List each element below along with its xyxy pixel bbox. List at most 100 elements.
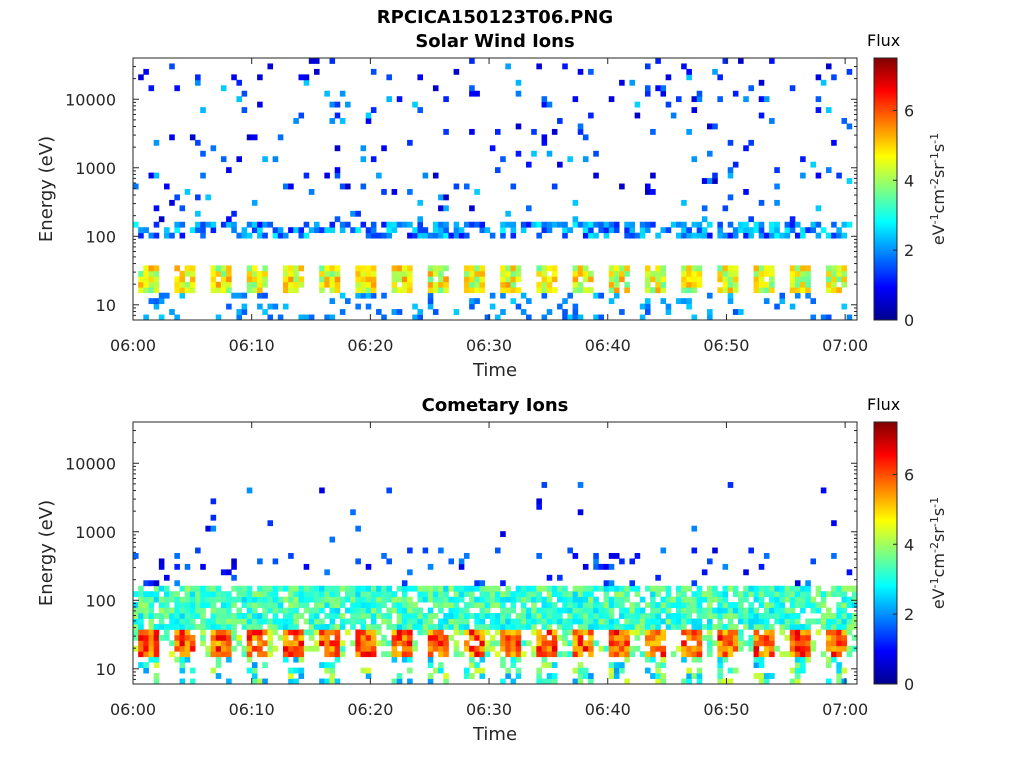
spectrogram-cell [510,656,517,663]
spectrogram-cell [624,585,630,592]
spectrogram-cell [257,678,263,685]
spectrogram-cell [608,281,615,288]
spectrogram-cell [748,634,754,641]
spectrogram-cell [267,591,274,598]
spectrogram-cell [257,276,263,283]
spectrogram-cell [443,96,449,103]
spectrogram-cell [158,607,165,614]
spectrogram-cell [577,585,584,592]
spectrogram-cell [841,634,848,641]
y-tick-label: 10 [96,296,116,315]
spectrogram-cell [474,281,480,288]
spectrogram-cell [205,194,211,201]
spectrogram-cell [432,281,439,288]
spectrogram-cell [329,629,336,636]
spectrogram-cell [748,139,754,146]
spectrogram-cell [588,640,594,647]
spectrogram-cell [324,667,330,674]
spectrogram-cell [474,189,480,195]
spectrogram-cell [582,276,589,283]
spectrogram-cell [650,607,656,614]
spectrogram-cell [407,656,413,663]
spectrogram-cell [696,232,703,239]
spectrogram-cell [650,585,656,592]
spectrogram-cell [288,591,294,598]
spectrogram-cell [789,591,796,598]
spectrogram-cell [293,667,299,674]
spectrogram-cell [531,221,537,228]
spectrogram-cell [360,629,367,636]
spectrogram-cell [210,498,217,505]
spectrogram-cell [474,585,480,592]
spectrogram-cell [427,303,434,310]
spectrogram-cell [562,314,568,321]
spectrogram-cell [753,673,760,679]
spectrogram-cell [531,585,537,592]
spectrogram-cell [846,645,853,652]
spectrogram-cell [841,602,848,608]
spectrogram-cell [370,596,377,603]
spectrogram-cell [676,585,682,592]
spectrogram-cell [360,281,367,288]
spectrogram-cell [355,270,361,277]
spectrogram-cell [505,607,511,614]
spectrogram-cell [515,651,522,658]
spectrogram-cell [650,640,656,647]
spectrogram-cell [691,591,698,598]
spectrogram-cell [360,623,367,630]
spectrogram-cell [676,596,682,603]
spectrogram-cell [681,63,687,70]
spectrogram-cell [339,183,346,190]
spectrogram-cell [396,270,403,277]
spectrogram-cell [572,553,579,559]
spectrogram-cell [169,607,175,614]
spectrogram-cell [288,667,294,674]
spectrogram-cell [763,613,770,619]
spectrogram-cell [148,265,155,272]
spectrogram-cell [805,265,811,272]
spectrogram-cell [825,167,832,174]
spectrogram-cell [277,623,284,630]
spectrogram-cell [407,678,413,685]
spectrogram-cell [577,270,584,277]
spectrogram-cell [794,602,801,608]
spectrogram-cell [593,563,599,570]
spectrogram-cell [613,276,620,283]
spectrogram-cell [800,662,806,669]
spectrogram-cell [345,596,351,603]
spectrogram-cell [164,227,170,234]
spectrogram-cell [717,287,723,294]
spectrogram-cell [779,623,785,630]
spectrogram-cell [758,232,765,239]
spectrogram-cell [463,640,470,647]
spectrogram-cell [505,651,511,658]
spectrogram-cell [681,585,687,592]
spectrogram-cell [732,161,739,168]
spectrogram-cell [381,145,387,152]
spectrogram-cell [288,618,294,625]
spectrogram-cell [815,232,822,239]
spectrogram-cell [417,613,423,619]
spectrogram-cell [220,281,227,288]
spectrogram-cell [174,221,180,228]
spectrogram-cell [810,558,817,565]
spectrogram-cell [815,205,822,212]
spectrogram-cell [138,634,144,641]
spectrogram-cell [153,303,160,310]
spectrogram-cell [531,613,537,619]
colorbar-unit-label: eV-1cm-2sr-1s-1 [928,133,948,245]
spectrogram-cell [613,585,620,592]
spectrogram-cell [836,667,842,674]
spectrogram-cell [836,172,842,179]
spectrogram-cell [189,276,196,283]
spectrogram-cell [448,558,455,565]
spectrogram-cell [810,161,817,168]
spectrogram-cell [738,591,744,598]
spectrogram-cell [298,629,305,636]
spectrogram-cell [334,591,341,598]
spectrogram-cell [836,673,842,679]
spectrogram-cell [805,270,811,277]
spectrogram-cell [789,85,796,92]
spectrogram-cell [789,303,796,310]
spectrogram-cell [438,270,444,277]
